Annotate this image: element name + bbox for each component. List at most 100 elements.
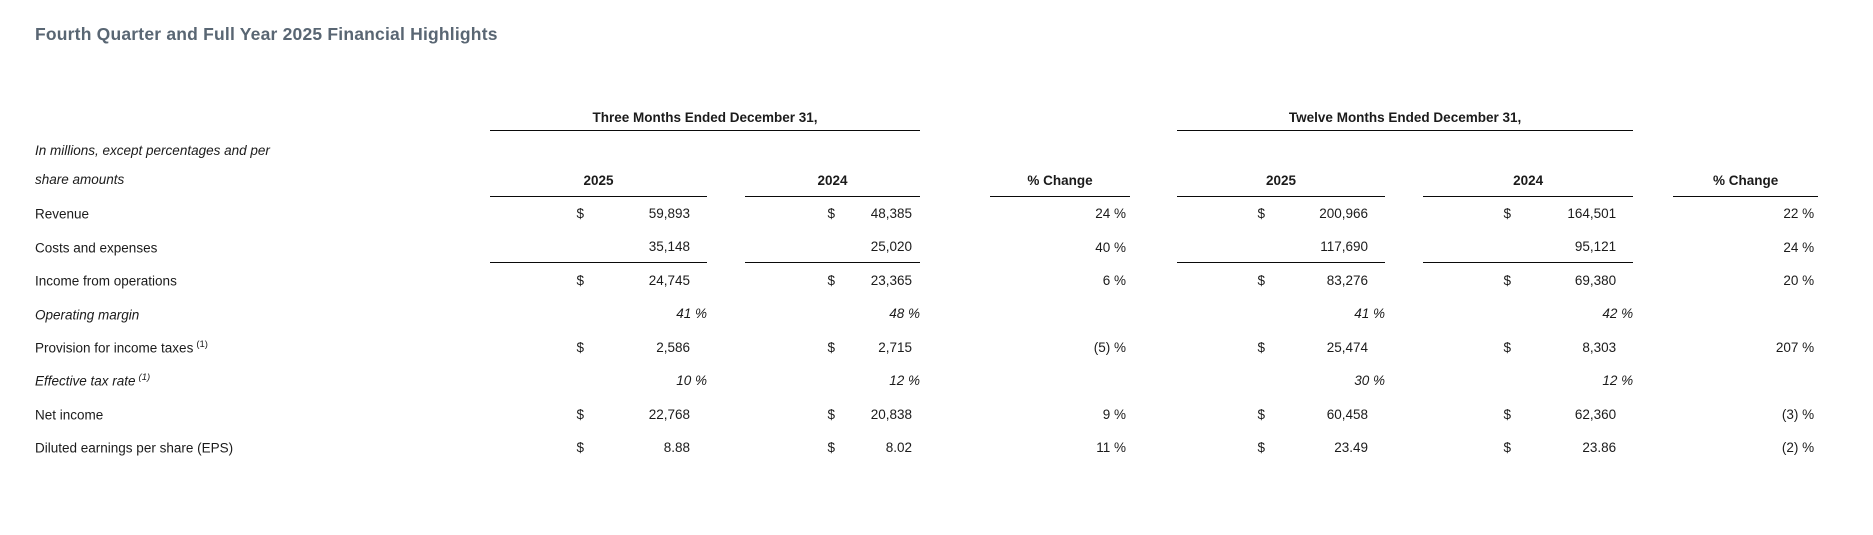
- pct-change-cell: [1673, 296, 1818, 329]
- footnote-ref: (1): [138, 372, 151, 384]
- spacer-cell: [920, 130, 990, 196]
- spacer-cell: [707, 363, 745, 396]
- row-label: Effective tax rate (1): [35, 372, 151, 389]
- col-header-tm-2024: 2024: [745, 130, 921, 197]
- spacer-cell: [1673, 98, 1818, 130]
- spacer-cell: [1130, 430, 1177, 463]
- dollar-sign: $: [1257, 339, 1266, 355]
- spacer-cell: [920, 263, 990, 296]
- pct-change-cell: 9 %: [1102, 406, 1127, 422]
- spacer-cell: [920, 430, 990, 463]
- spacer-cell: [1385, 363, 1423, 396]
- pct-change-cell: 20 %: [1783, 272, 1815, 288]
- dollar-sign: [745, 296, 835, 329]
- pct-change-cell: 24 %: [1095, 206, 1127, 222]
- spacer-cell: [1633, 396, 1673, 429]
- value-cell: 83,276: [1326, 273, 1369, 289]
- pct-change-cell: [990, 296, 1130, 329]
- value-cell: 62,360: [1574, 406, 1617, 422]
- footnote-ref: (1): [196, 339, 208, 350]
- table-row-effective-tax-rate: Effective tax rate (1) 10 % 12 % 30 % 12 …: [35, 363, 1818, 396]
- pct-change-cell: (5) %: [1093, 339, 1127, 355]
- pct-change-cell: (2) %: [1781, 439, 1815, 455]
- table-row-income-from-operations: Income from operations $ 24,745 $ 23,365…: [35, 263, 1818, 296]
- dollar-sign: $: [827, 206, 835, 222]
- row-label: Revenue: [35, 196, 490, 229]
- pct-change-cell: (3) %: [1781, 406, 1815, 422]
- value-cell: 22,768: [648, 406, 690, 422]
- col-header-tw-2024: 2024: [1423, 130, 1634, 197]
- value-cell: 24,745: [648, 273, 690, 289]
- spacer-cell: [707, 229, 745, 262]
- spacer-cell: [1130, 196, 1177, 229]
- spacer-cell: [1385, 330, 1423, 363]
- value-cell: 41 %: [676, 306, 707, 322]
- financial-highlights-table: Three Months Ended December 31, Twelve M…: [35, 98, 1819, 463]
- value-cell: 10 %: [676, 373, 707, 389]
- note-line-2: share amounts: [35, 172, 125, 187]
- dollar-sign: $: [1503, 406, 1512, 422]
- col-header-tm-pct-change: % Change: [990, 130, 1131, 197]
- value-cell: 23.49: [1334, 439, 1369, 455]
- dollar-sign: [490, 229, 584, 264]
- dollar-sign: [1423, 363, 1511, 396]
- spacer-cell: [1633, 263, 1673, 296]
- pct-change-cell: 207 %: [1775, 339, 1815, 355]
- value-cell: 59,893: [648, 206, 690, 222]
- value-cell: 69,380: [1574, 273, 1617, 289]
- value-cell: 12 %: [889, 373, 921, 389]
- row-label: Diluted earnings per share (EPS): [35, 430, 490, 463]
- dollar-sign: [490, 296, 584, 329]
- value-cell: 23.86: [1582, 439, 1617, 455]
- value-cell: 35,148: [584, 229, 707, 264]
- dollar-sign: $: [1503, 439, 1512, 455]
- spacer-cell: [1385, 196, 1423, 229]
- spacer-cell: [1385, 229, 1423, 262]
- row-label: Provision for income taxes (1): [35, 339, 208, 356]
- spacer-cell: [1130, 98, 1177, 130]
- value-cell: 8.88: [663, 439, 690, 455]
- table-row-provision-for-income-taxes: Provision for income taxes (1) $ 2,586 $ …: [35, 330, 1818, 363]
- spacer-cell: [1633, 130, 1673, 196]
- dollar-sign: $: [576, 339, 584, 355]
- spacer-cell: [707, 396, 745, 429]
- column-header-row: In millions, except percentages and per …: [35, 130, 1819, 197]
- spacer-cell: [707, 330, 745, 363]
- dollar-sign: $: [576, 439, 584, 455]
- spacer-cell: [1633, 363, 1673, 396]
- spacer-cell: [920, 98, 990, 130]
- footnote-ref: [139, 306, 142, 317]
- footnote-ref: [177, 272, 180, 283]
- dollar-sign: $: [827, 273, 835, 289]
- dollar-sign: [1177, 229, 1266, 264]
- spacer-cell: [707, 263, 745, 296]
- spacer-cell: [1633, 229, 1673, 262]
- table-row-operating-margin: Operating margin 41 % 48 % 41 % 42 %: [35, 296, 1818, 329]
- pct-change-cell: 24 %: [1783, 239, 1815, 255]
- value-cell: 25,474: [1326, 339, 1369, 355]
- dollar-sign: $: [1257, 406, 1266, 422]
- pct-change-cell: 11 %: [1096, 439, 1127, 455]
- col-header-tw-2025: 2025: [1177, 130, 1386, 197]
- spacer-cell: [920, 296, 990, 329]
- value-cell: 117,690: [1265, 229, 1386, 264]
- dollar-sign: $: [1257, 273, 1266, 289]
- value-cell: 2,715: [878, 339, 913, 355]
- spacer-cell: [1130, 396, 1177, 429]
- spacer-cell: [1130, 363, 1177, 396]
- dollar-sign: $: [1503, 339, 1512, 355]
- col-header-tw-pct-change: % Change: [1673, 130, 1819, 197]
- spacer-cell: [920, 330, 990, 363]
- dollar-sign: $: [827, 406, 835, 422]
- table-row-revenue: Revenue $ 59,893 $ 48,385 24 % $ 200,966…: [35, 196, 1818, 229]
- spacer-cell: [1633, 98, 1673, 130]
- value-cell: 8.02: [885, 439, 913, 455]
- dollar-sign: $: [1503, 273, 1512, 289]
- value-cell: 12 %: [1602, 373, 1634, 389]
- spacer-cell: [920, 396, 990, 429]
- dollar-sign: $: [576, 206, 584, 222]
- spacer-cell: [1385, 130, 1423, 196]
- spacer-cell: [1633, 296, 1673, 329]
- table-row-costs-and-expenses: Costs and expenses 35,148 25,020 40 % 11…: [35, 229, 1818, 264]
- table-note: In millions, except percentages and per …: [35, 130, 490, 196]
